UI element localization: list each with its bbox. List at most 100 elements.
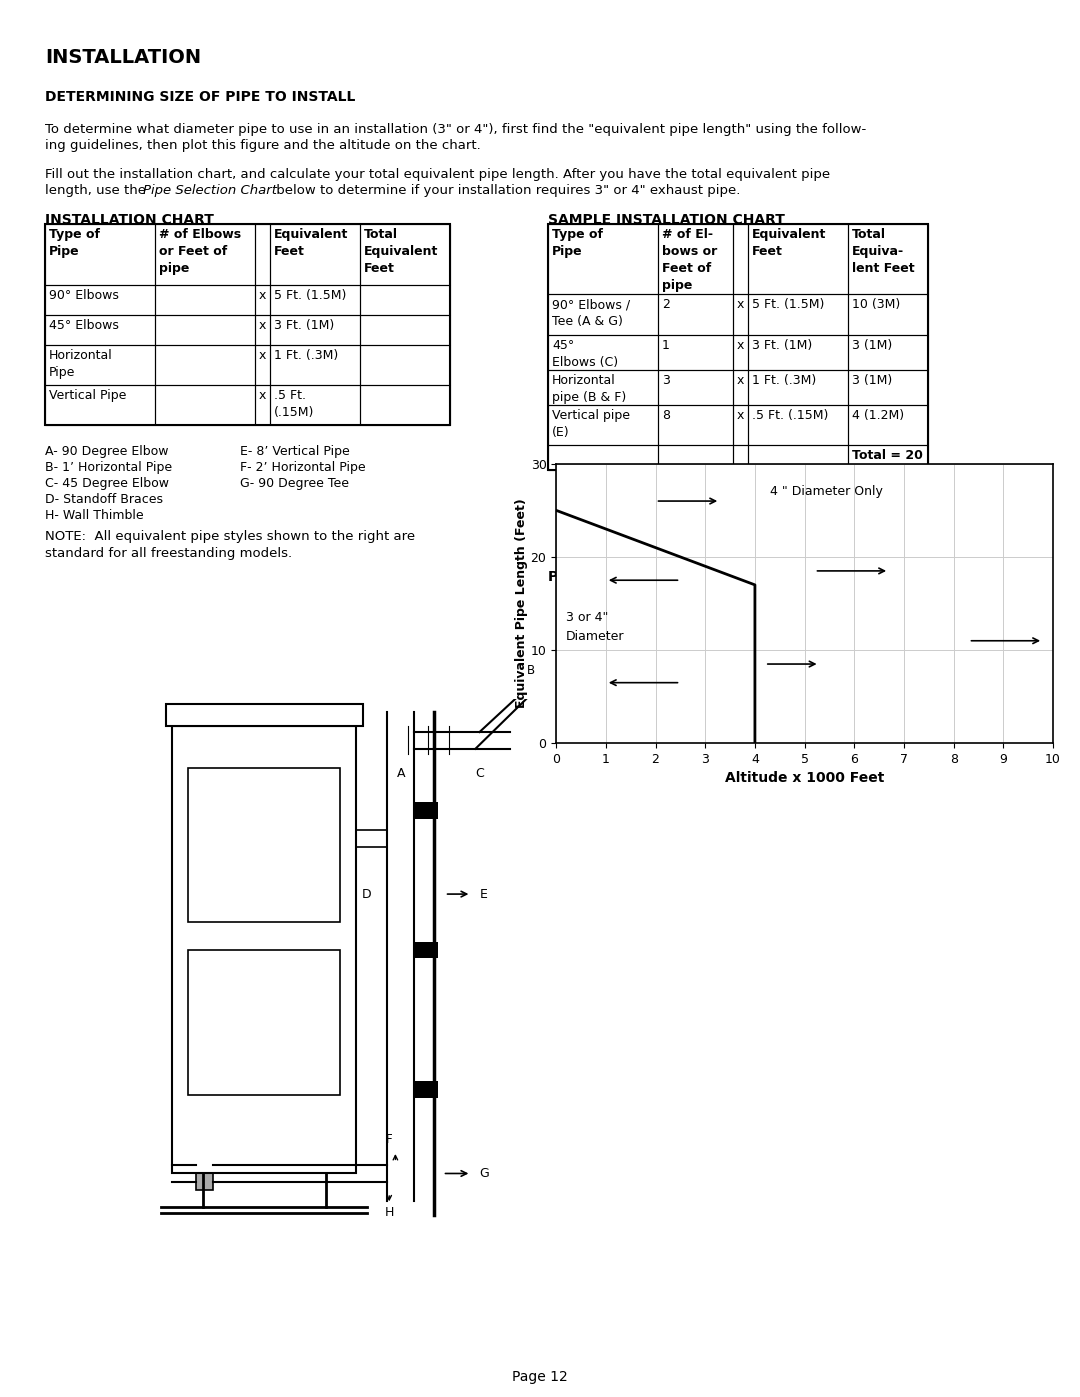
- Bar: [165, 704, 363, 726]
- Text: ing guidelines, then plot this figure and the altitude on the chart.: ing guidelines, then plot this figure an…: [45, 138, 481, 152]
- Text: x: x: [259, 319, 266, 332]
- Text: PIPE SELECTION CHART: PIPE SELECTION CHART: [548, 570, 731, 584]
- Text: A: A: [397, 767, 406, 781]
- Text: 90° Elbows: 90° Elbows: [49, 289, 119, 302]
- Text: x: x: [737, 298, 744, 312]
- Bar: [658, 405, 733, 446]
- Text: Vertical Pipe: Vertical Pipe: [49, 388, 126, 402]
- Text: 2: 2: [662, 298, 670, 312]
- Text: Pipe Selection Chart: Pipe Selection Chart: [143, 184, 276, 197]
- Text: # of Elbows
or Feet of
pipe: # of Elbows or Feet of pipe: [159, 228, 241, 275]
- Bar: [255, 345, 270, 386]
- Bar: [45, 224, 450, 425]
- Text: x: x: [737, 374, 744, 387]
- Text: 3 (1M): 3 (1M): [852, 339, 892, 352]
- Text: E- 8’ Vertical Pipe: E- 8’ Vertical Pipe: [240, 446, 350, 458]
- Bar: [748, 405, 848, 446]
- Text: INSTALLATION: INSTALLATION: [45, 47, 201, 67]
- Bar: [360, 285, 450, 314]
- Text: 8: 8: [662, 409, 670, 422]
- Text: Page 12: Page 12: [512, 1370, 568, 1384]
- Bar: [848, 405, 928, 446]
- Bar: [270, 224, 360, 285]
- Bar: [255, 386, 270, 425]
- Bar: [156, 345, 255, 386]
- Text: Vertical pipe
(E): Vertical pipe (E): [552, 409, 630, 439]
- Bar: [188, 950, 340, 1095]
- Text: Type of
Pipe: Type of Pipe: [49, 228, 100, 258]
- Bar: [548, 224, 658, 293]
- Text: B: B: [527, 664, 535, 678]
- Text: F- 2’ Horizontal Pipe: F- 2’ Horizontal Pipe: [240, 461, 366, 474]
- Bar: [733, 293, 748, 335]
- Text: 1 Ft. (.3M): 1 Ft. (.3M): [274, 349, 338, 362]
- Text: INSTALLATION CHART: INSTALLATION CHART: [45, 212, 214, 226]
- Bar: [658, 446, 733, 469]
- Text: # of El-
bows or
Feet of
pipe: # of El- bows or Feet of pipe: [662, 228, 717, 292]
- Text: F: F: [386, 1133, 392, 1147]
- Text: x: x: [737, 409, 744, 422]
- Text: 5 Ft. (1.5M): 5 Ft. (1.5M): [274, 289, 347, 302]
- Bar: [733, 446, 748, 469]
- Text: A- 90 Degree Elbow: A- 90 Degree Elbow: [45, 446, 168, 458]
- Bar: [848, 293, 928, 335]
- Bar: [733, 370, 748, 405]
- Text: Total
Equiva-
lent Feet: Total Equiva- lent Feet: [852, 228, 915, 275]
- Text: Horizontal
pipe (B & F): Horizontal pipe (B & F): [552, 374, 626, 404]
- Bar: [156, 386, 255, 425]
- Bar: [270, 285, 360, 314]
- Bar: [270, 386, 360, 425]
- Bar: [748, 335, 848, 370]
- Text: NOTE:  All equivalent pipe styles shown to the right are
standard for all freest: NOTE: All equivalent pipe styles shown t…: [45, 529, 415, 560]
- Bar: [658, 335, 733, 370]
- Bar: [45, 224, 156, 285]
- Bar: [848, 224, 928, 293]
- Text: H- Wall Thimble: H- Wall Thimble: [45, 509, 144, 522]
- Text: Total = 20: Total = 20: [852, 448, 923, 462]
- Text: DETERMINING SIZE OF PIPE TO INSTALL: DETERMINING SIZE OF PIPE TO INSTALL: [45, 89, 355, 103]
- Text: 3: 3: [662, 374, 670, 387]
- Bar: [733, 405, 748, 446]
- Bar: [45, 386, 156, 425]
- Text: C: C: [475, 767, 484, 781]
- Text: 4 " Diameter Only: 4 " Diameter Only: [770, 485, 882, 499]
- Text: x: x: [259, 388, 266, 402]
- Bar: [548, 370, 658, 405]
- Bar: [197, 1157, 213, 1190]
- Text: Horizontal
Pipe: Horizontal Pipe: [49, 349, 112, 379]
- Bar: [548, 446, 658, 469]
- Text: H: H: [384, 1206, 394, 1220]
- Bar: [548, 335, 658, 370]
- Bar: [848, 335, 928, 370]
- Text: x: x: [259, 349, 266, 362]
- Bar: [548, 293, 658, 335]
- Text: 10 (3M): 10 (3M): [852, 298, 901, 312]
- Text: G: G: [480, 1166, 489, 1180]
- Bar: [414, 802, 438, 819]
- X-axis label: Altitude x 1000 Feet: Altitude x 1000 Feet: [725, 771, 885, 785]
- Bar: [414, 1081, 438, 1098]
- Bar: [360, 345, 450, 386]
- Bar: [658, 293, 733, 335]
- Bar: [270, 314, 360, 345]
- Bar: [733, 224, 748, 293]
- Bar: [733, 335, 748, 370]
- Text: D- Standoff Braces: D- Standoff Braces: [45, 493, 163, 506]
- Text: D: D: [362, 887, 372, 901]
- Bar: [156, 285, 255, 314]
- Bar: [548, 405, 658, 446]
- Text: SAMPLE INSTALLATION CHART: SAMPLE INSTALLATION CHART: [548, 212, 785, 226]
- Text: Fill out the installation chart, and calculate your total equivalent pipe length: Fill out the installation chart, and cal…: [45, 168, 831, 182]
- Bar: [848, 446, 928, 469]
- Bar: [748, 446, 848, 469]
- Bar: [748, 224, 848, 293]
- Text: x: x: [259, 289, 266, 302]
- Text: 3 Ft. (1M): 3 Ft. (1M): [752, 339, 812, 352]
- Text: Diameter: Diameter: [566, 630, 624, 643]
- Text: B- 1’ Horizontal Pipe: B- 1’ Horizontal Pipe: [45, 461, 172, 474]
- Text: 45° Elbows: 45° Elbows: [49, 319, 119, 332]
- Text: below to determine if your installation requires 3" or 4" exhaust pipe.: below to determine if your installation …: [272, 184, 741, 197]
- Text: E: E: [480, 887, 487, 901]
- Text: .5 Ft.
(.15M): .5 Ft. (.15M): [274, 388, 314, 419]
- Bar: [255, 314, 270, 345]
